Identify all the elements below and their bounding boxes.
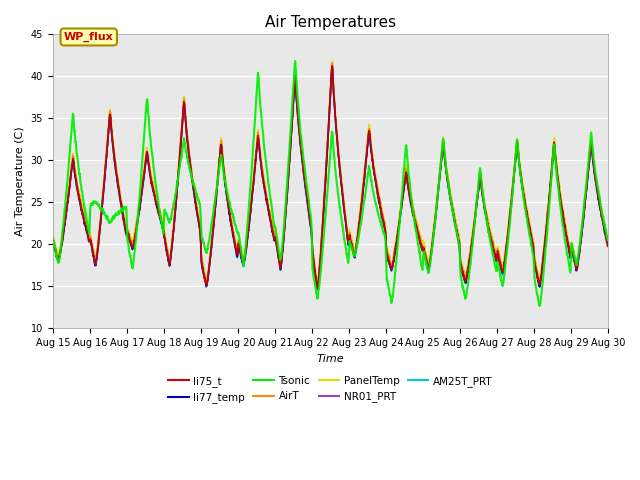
Legend: li75_t, li77_temp, Tsonic, AirT, PanelTemp, NR01_PRT, AM25T_PRT: li75_t, li77_temp, Tsonic, AirT, PanelTe… [164,372,497,407]
X-axis label: Time: Time [317,354,344,364]
Text: WP_flux: WP_flux [64,32,114,42]
Y-axis label: Air Temperature (C): Air Temperature (C) [15,126,25,236]
Title: Air Temperatures: Air Temperatures [265,15,396,30]
